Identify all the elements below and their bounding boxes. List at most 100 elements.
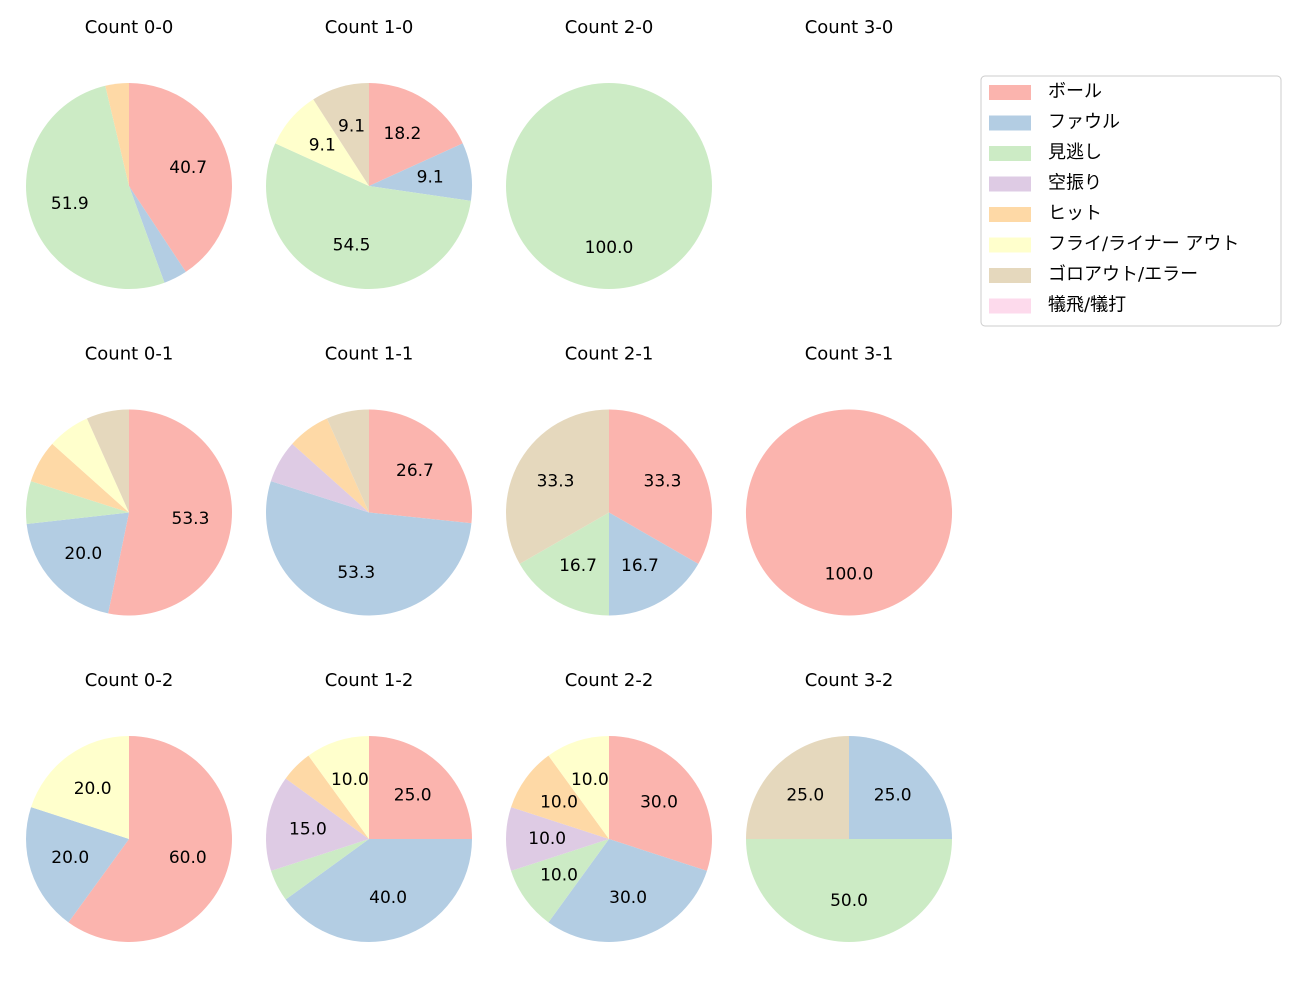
legend-label: 犠飛/犠打 [1048, 295, 1126, 316]
pie-slice [108, 409, 233, 616]
pie-slice [129, 83, 232, 272]
pie-slice [271, 839, 369, 900]
pie-slice [25, 481, 129, 524]
slice-label: 15.0 [289, 819, 327, 839]
slice-label: 10.0 [528, 829, 566, 849]
legend-label: フライ/ライナー アウト [1048, 234, 1239, 255]
pie-slice [31, 736, 129, 839]
pie-slice [275, 99, 369, 186]
pie-slice [609, 736, 712, 871]
slice-label: 10.0 [540, 793, 578, 813]
chart-title: Count 3-0 [805, 17, 894, 38]
slice-label: 9.1 [417, 167, 444, 187]
chart-title: Count 2-2 [565, 670, 654, 691]
slice-label: 30.0 [609, 888, 647, 908]
slice-label: 20.0 [74, 779, 112, 799]
chart-title: Count 2-0 [565, 17, 654, 38]
pie-slice [511, 755, 609, 839]
pie-slice [285, 755, 369, 839]
slice-label: 25.0 [874, 785, 912, 805]
pie-slice [519, 512, 609, 616]
pie-slice [506, 409, 609, 564]
slice-label: 54.5 [333, 235, 371, 255]
pie-slice [270, 443, 369, 513]
slice-label: 10.0 [540, 865, 578, 885]
legend-label: 空振り [1048, 173, 1102, 194]
pie-slice [369, 83, 463, 186]
pie-slice [308, 736, 369, 839]
legend-swatch [989, 85, 1031, 100]
pie-slice [105, 83, 129, 186]
pie-slice [746, 839, 952, 942]
pie-slice [266, 481, 472, 616]
slice-label: 30.0 [640, 793, 678, 813]
pie-slice [26, 512, 129, 614]
pie-slice [506, 83, 712, 289]
pie-slice [266, 778, 369, 871]
pie-slice [548, 736, 609, 839]
slice-label: 100.0 [825, 564, 874, 584]
slice-label: 20.0 [51, 848, 89, 868]
slice-label: 25.0 [394, 785, 432, 805]
pie-slice [326, 409, 369, 513]
legend-label: ボール [1048, 81, 1102, 102]
pie-slice [26, 807, 130, 923]
slice-label: 18.2 [384, 124, 422, 144]
legend-label: 見逃し [1048, 142, 1102, 163]
slice-label: 40.0 [369, 888, 407, 908]
slice-label: 9.1 [309, 136, 336, 156]
legend-swatch [989, 237, 1031, 253]
pie-slice [609, 409, 712, 564]
legend-swatch [989, 207, 1031, 222]
pie-slice [292, 418, 369, 513]
slice-label: 25.0 [786, 785, 824, 805]
pie-slice [548, 839, 707, 942]
slice-label: 51.9 [51, 194, 89, 214]
chart-title: Count 1-0 [325, 17, 414, 38]
chart-title: Count 1-2 [325, 670, 414, 691]
pie-slice [745, 409, 953, 616]
slice-label: 16.7 [559, 556, 597, 576]
slice-label: 26.7 [396, 461, 434, 481]
legend-label: ファウル [1048, 112, 1120, 133]
chart-title: Count 3-1 [805, 344, 894, 365]
pie-slice [369, 736, 472, 839]
slice-label: 10.0 [331, 770, 369, 790]
pie-slice [506, 807, 609, 871]
slice-label: 10.0 [571, 770, 609, 790]
pie-slice [313, 83, 369, 186]
slice-label: 40.7 [169, 158, 207, 178]
chart-title: Count 2-1 [565, 344, 654, 365]
legend-swatch [989, 268, 1031, 283]
slice-label: 100.0 [585, 238, 634, 258]
chart-title: Count 0-0 [85, 17, 174, 38]
legend-swatch [989, 298, 1031, 314]
pie-slice [609, 512, 699, 616]
legend-swatch [989, 115, 1031, 131]
slice-label: 33.3 [537, 472, 575, 492]
pie-slice [285, 839, 472, 942]
legend-box [980, 75, 1282, 327]
legend-label: ヒット [1048, 203, 1102, 224]
pie-slice [68, 736, 233, 942]
chart-title: Count 0-2 [85, 670, 174, 691]
slice-label: 60.0 [169, 848, 207, 868]
slice-label: 20.0 [64, 544, 102, 564]
pie-slice [369, 143, 472, 201]
legend-swatch [989, 146, 1031, 161]
pie-slice [26, 85, 165, 290]
legend-swatch [989, 176, 1031, 192]
pie-slice [129, 186, 186, 283]
pie-slice [369, 409, 473, 524]
pie-slice [52, 418, 130, 513]
pie-slice [511, 839, 609, 923]
chart-title: Count 0-1 [85, 344, 174, 365]
pie-slice [849, 736, 952, 839]
slice-label: 53.3 [337, 563, 375, 583]
slice-label: 33.3 [644, 472, 682, 492]
slice-label: 16.7 [621, 556, 659, 576]
slice-label: 9.1 [338, 117, 365, 137]
pie-slice [86, 409, 129, 513]
slice-label: 53.3 [172, 509, 210, 529]
